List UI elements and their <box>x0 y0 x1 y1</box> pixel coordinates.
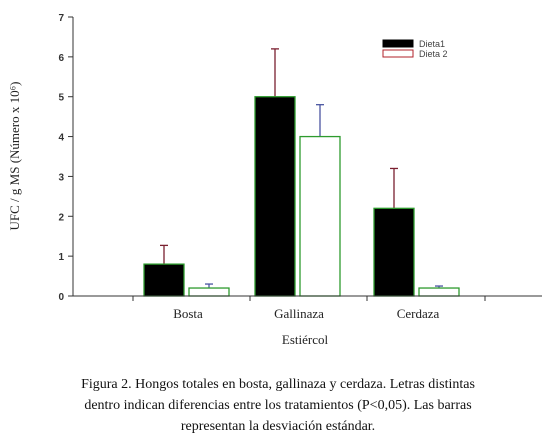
legend-label: Dieta 2 <box>419 49 448 59</box>
axes <box>72 17 542 301</box>
bar <box>143 263 185 297</box>
y-axis-label: UFC / g MS (Número x 10⁶) <box>7 82 22 231</box>
x-category-labels: Bosta Gallinaza Cerdaza <box>173 306 439 321</box>
bar-chart: 0 1 2 3 4 5 6 7 Bosta Gallinaza Cerdaza Dieta1Die… <box>7 13 542 347</box>
x-category-label: Gallinaza <box>274 306 324 321</box>
caption-line-2: dentro indican diferencias entre los tra… <box>84 398 472 413</box>
figure-caption: Figura 2. Hongos totales en bosta, galli… <box>40 374 516 437</box>
bar <box>299 135 341 297</box>
y-ticks: 0 1 2 3 4 5 6 7 <box>58 13 73 303</box>
bar <box>373 207 415 297</box>
legend-swatch <box>382 49 414 58</box>
y-tick-label: 0 <box>58 292 64 303</box>
x-category-label: Cerdaza <box>397 306 440 321</box>
bars <box>143 48 460 297</box>
legend-swatch <box>382 39 414 48</box>
bar <box>418 287 460 297</box>
bar <box>188 287 230 297</box>
x-category-label: Bosta <box>173 306 203 321</box>
y-tick-label: 7 <box>58 13 64 24</box>
bar <box>254 96 296 297</box>
caption-line-1: Figura 2. Hongos totales en bosta, galli… <box>81 377 475 392</box>
y-tick-label: 5 <box>58 93 64 104</box>
y-tick-label: 6 <box>58 53 64 64</box>
legend-label: Dieta1 <box>419 39 445 49</box>
y-tick-label: 4 <box>58 133 64 144</box>
y-tick-label: 3 <box>58 172 64 183</box>
y-tick-label: 2 <box>58 212 64 223</box>
caption-line-3: representan la desviación estándar. <box>180 419 376 434</box>
x-axis-label: Estiércol <box>282 332 329 347</box>
y-tick-label: 1 <box>58 252 64 263</box>
